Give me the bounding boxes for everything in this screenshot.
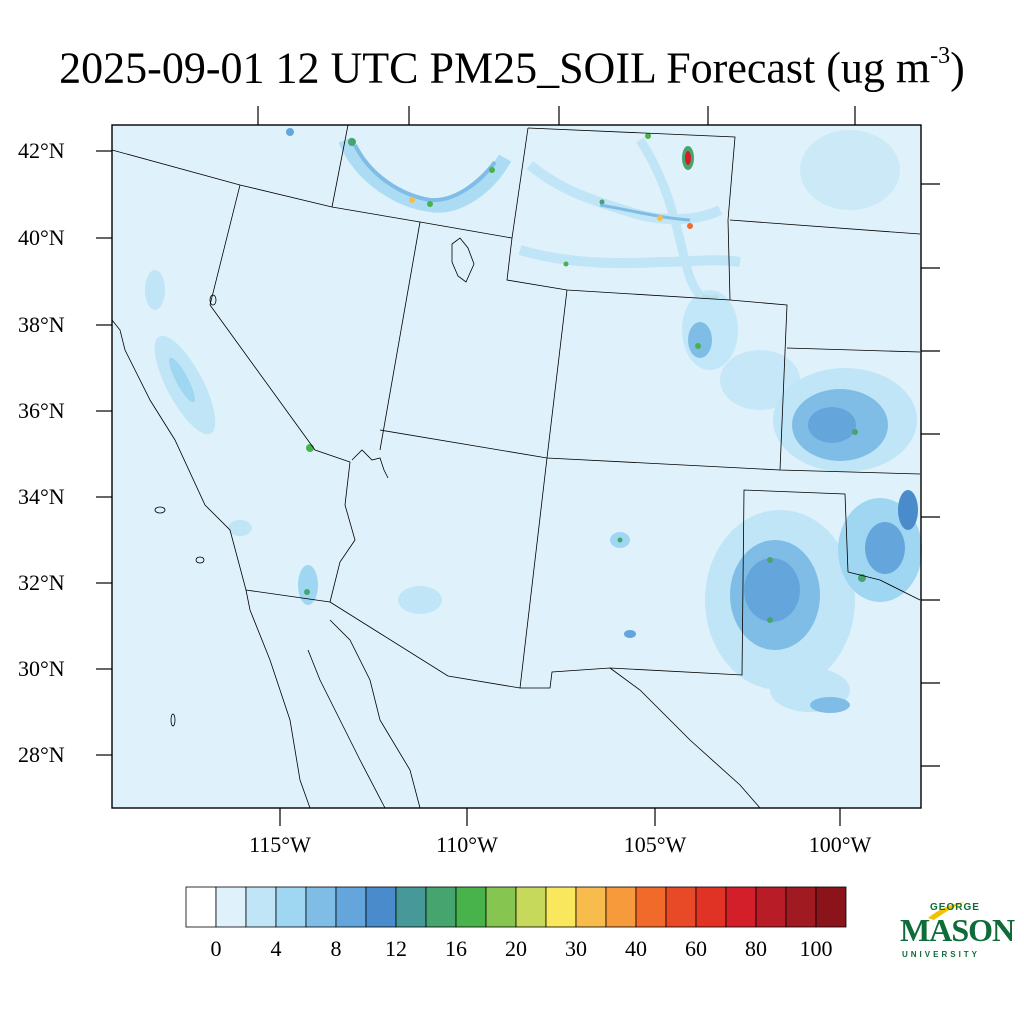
logo-line3: UNIVERSITY [902, 950, 981, 959]
title-close: ) [950, 43, 965, 93]
colorbar-swatch [305, 886, 337, 928]
lat-label-42: 42°N [18, 138, 65, 163]
colorbar-swatch [695, 886, 727, 928]
colorbar-swatch [545, 886, 577, 928]
title-text: 2025-09-01 12 UTC PM25_SOIL Forecast (ug… [59, 43, 931, 93]
lat-label-38: 38°N [18, 312, 65, 337]
colorbar-label: 40 [625, 936, 647, 961]
george-mason-logo: GEORGE MASON UNIVERSITY [896, 900, 1015, 970]
concentration-field [145, 128, 922, 713]
colorbar-swatch [785, 886, 817, 928]
lat-label-32: 32°N [18, 570, 65, 595]
map-frame [111, 124, 922, 809]
logo-line1: GEORGE [930, 902, 980, 913]
political-boundaries [111, 124, 921, 809]
axis-ticks [96, 106, 940, 826]
colorbar-label: 60 [685, 936, 707, 961]
colorbar-swatch [245, 886, 277, 928]
colorbar-swatch [605, 886, 637, 928]
colorbar-swatch [665, 886, 697, 928]
colorbar-label: 30 [565, 936, 587, 961]
colorbar-swatch [365, 886, 397, 928]
colorbar-swatch [275, 886, 307, 928]
colorbar-swatch [215, 886, 247, 928]
colorbar [185, 886, 847, 928]
colorbar-swatch [455, 886, 487, 928]
colorbar-label: 16 [445, 936, 467, 961]
colorbar-swatch [515, 886, 547, 928]
colorbar-swatch [425, 886, 457, 928]
colorbar-swatch [635, 886, 667, 928]
logo-swoosh-icon [928, 902, 964, 920]
colorbar-label: 80 [745, 936, 767, 961]
lat-label-34: 34°N [18, 484, 65, 509]
lon-label-115: 115°W [249, 832, 311, 857]
lat-label-36: 36°N [18, 398, 65, 423]
title-exponent: -3 [930, 43, 951, 69]
colorbar-swatch [815, 886, 847, 928]
colorbar-swatch [185, 886, 217, 928]
colorbar-label: 4 [270, 936, 282, 961]
colorbar-label: 12 [385, 936, 407, 961]
colorbar-swatch [755, 886, 787, 928]
colorbar-label: 20 [505, 936, 527, 961]
colorbar-swatch [725, 886, 757, 928]
colorbar-label: 100 [799, 936, 833, 961]
colorbar-swatch [335, 886, 367, 928]
colorbar-swatch [575, 886, 607, 928]
colorbar-swatch [485, 886, 517, 928]
map-title: 2025-09-01 12 UTC PM25_SOIL Forecast (ug… [0, 30, 1024, 99]
colorbar-swatch [395, 886, 427, 928]
colorbar-label: 0 [210, 936, 222, 961]
colorbar-label: 8 [330, 936, 342, 961]
lon-label-105: 105°W [623, 832, 687, 857]
lon-label-100: 100°W [808, 832, 872, 857]
lon-label-110: 110°W [436, 832, 498, 857]
lat-label-30: 30°N [18, 656, 65, 681]
lat-label-40: 40°N [18, 225, 65, 250]
logo-line2: MASON [900, 912, 1015, 948]
lat-label-28: 28°N [18, 742, 65, 767]
